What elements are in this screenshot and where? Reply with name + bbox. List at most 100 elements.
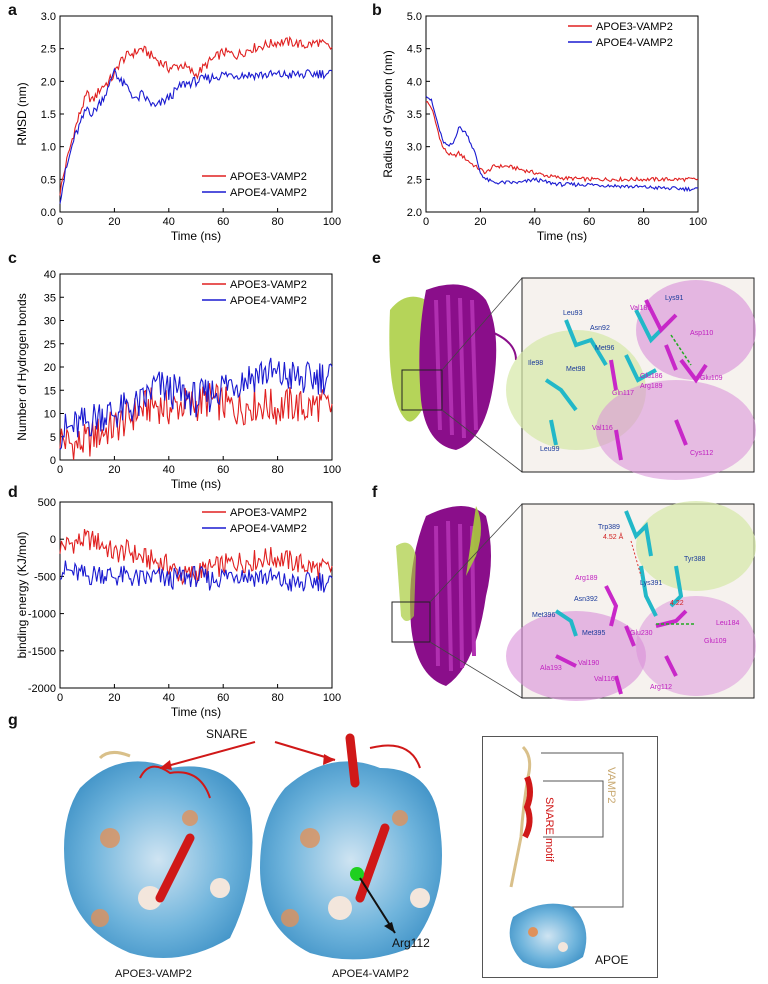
legend-label: APOE4-VAMP2 bbox=[230, 295, 307, 307]
snare-label: SNARE bbox=[206, 727, 248, 741]
x-tick-label: 20 bbox=[108, 692, 120, 704]
y-tick-label: 20 bbox=[44, 362, 56, 374]
residue-label: Arg189 bbox=[640, 383, 663, 390]
x-tick-label: 80 bbox=[271, 692, 283, 704]
y-tick-label: 0.0 bbox=[41, 207, 56, 219]
y-tick-label: 35 bbox=[44, 292, 56, 304]
x-tick-label: 100 bbox=[323, 216, 341, 228]
x-axis-label: Time (ns) bbox=[171, 477, 221, 491]
panel-e-inset bbox=[506, 277, 756, 480]
residue-label: Lys391 bbox=[640, 580, 663, 587]
arg112-marker bbox=[350, 867, 364, 881]
y-tick-label: 2.0 bbox=[41, 76, 56, 88]
distance-label: 4.52 Å bbox=[603, 534, 624, 541]
x-tick-label: 0 bbox=[57, 464, 63, 476]
series-line bbox=[59, 35, 333, 196]
panel-letter-d: d bbox=[8, 484, 18, 501]
y-tick-label: 15 bbox=[44, 385, 56, 397]
series-line bbox=[59, 528, 333, 586]
residue-label: Ile98 bbox=[528, 360, 544, 367]
residue-label: Trp389 bbox=[598, 524, 620, 531]
x-axis-label: Time (ns) bbox=[171, 229, 221, 243]
y-tick-label: -500 bbox=[34, 571, 56, 583]
panel-letter-e: e bbox=[372, 250, 381, 267]
panel-g-surfaces bbox=[64, 733, 442, 960]
y-tick-label: 0 bbox=[50, 455, 56, 467]
apoe-label: APOE bbox=[595, 953, 629, 967]
residue-label: Leu184 bbox=[716, 620, 740, 627]
residue-label: Glu230 bbox=[630, 630, 653, 637]
residue-label: Val116 bbox=[592, 425, 613, 432]
legend-label: APOE4-VAMP2 bbox=[230, 523, 307, 535]
residue-label: Val190 bbox=[578, 660, 600, 667]
residue-label: Met396 bbox=[532, 612, 556, 619]
protein-cartoon-f bbox=[391, 506, 491, 686]
y-tick-label: -1000 bbox=[28, 609, 56, 621]
y-tick-label: 2.5 bbox=[41, 44, 56, 56]
x-tick-label: 40 bbox=[163, 216, 175, 228]
y-tick-label: 25 bbox=[44, 339, 56, 351]
x-tick-label: 80 bbox=[271, 216, 283, 228]
residue-label: Met98 bbox=[566, 366, 586, 373]
legend-label: APOE3-VAMP2 bbox=[230, 171, 307, 183]
panel-f-structure bbox=[391, 501, 756, 701]
panel-letter-b: b bbox=[372, 2, 382, 19]
series-line bbox=[59, 357, 333, 450]
residue-label: Asn92 bbox=[590, 325, 610, 332]
x-axis-label: Time (ns) bbox=[171, 705, 221, 719]
snare-motif-label: SNARE motif bbox=[543, 797, 555, 862]
residue-label: Arg112 bbox=[650, 684, 673, 691]
x-tick-label: 100 bbox=[689, 216, 707, 228]
residue-label: Met395 bbox=[582, 630, 606, 637]
x-tick-label: 60 bbox=[217, 216, 229, 228]
x-axis-label: Time (ns) bbox=[537, 229, 587, 243]
chart-binding-energy: 0 20 40 60 80 100 -2000 -1500 -1000 -500 0 500 Time … bbox=[15, 497, 341, 719]
residue-label: Leu93 bbox=[563, 310, 583, 317]
y-tick-label: 30 bbox=[44, 316, 56, 328]
series-line bbox=[425, 95, 699, 192]
y-tick-label: 0.5 bbox=[41, 174, 56, 186]
panel-letter-g: g bbox=[8, 712, 18, 729]
apoe3-surface bbox=[64, 751, 253, 958]
x-tick-label: 80 bbox=[271, 464, 283, 476]
plot-frame bbox=[59, 501, 333, 689]
x-tick-label: 0 bbox=[423, 216, 429, 228]
y-axis-label: RMSD (nm) bbox=[15, 82, 29, 145]
panel-letter-a: a bbox=[8, 2, 17, 19]
x-tick-label: 100 bbox=[323, 464, 341, 476]
y-tick-label: -2000 bbox=[28, 683, 56, 695]
legend-box-g: SNARE motif VAMP2 APOE bbox=[482, 736, 658, 978]
x-tick-label: 60 bbox=[583, 216, 595, 228]
y-tick-label: 3.5 bbox=[407, 109, 422, 121]
x-tick-label: 0 bbox=[57, 216, 63, 228]
x-tick-label: 0 bbox=[57, 692, 63, 704]
y-axis-label: Radius of Gyration (nm) bbox=[381, 50, 395, 177]
residue-label: Arg189 bbox=[575, 575, 598, 582]
snare-arrows bbox=[159, 741, 396, 934]
y-tick-label: 2.5 bbox=[407, 174, 422, 186]
panel-f-inset bbox=[506, 501, 756, 701]
apoe4-caption: APOE4-VAMP2 bbox=[332, 968, 409, 980]
y-tick-label: 3.0 bbox=[407, 142, 422, 154]
legend-label: APOE3-VAMP2 bbox=[230, 507, 307, 519]
residue-label: Tyr388 bbox=[684, 556, 706, 563]
residue-label: Leu99 bbox=[540, 446, 560, 453]
y-tick-label: 1.5 bbox=[41, 109, 56, 121]
x-tick-label: 40 bbox=[163, 464, 175, 476]
y-tick-label: 5.0 bbox=[407, 11, 422, 23]
legend-label: APOE3-VAMP2 bbox=[596, 21, 673, 33]
residue-label: Cys112 bbox=[690, 450, 714, 457]
vamp2-label: VAMP2 bbox=[605, 767, 617, 804]
residue-label: Gln117 bbox=[612, 390, 635, 397]
y-tick-label: 500 bbox=[38, 497, 56, 509]
x-tick-label: 60 bbox=[217, 464, 229, 476]
y-tick-label: 40 bbox=[44, 269, 56, 281]
series-line bbox=[59, 560, 333, 593]
residue-label: Asp110 bbox=[690, 330, 714, 337]
distance-label: 4.22 bbox=[670, 600, 684, 607]
panel-letter-c: c bbox=[8, 250, 17, 267]
residue-label: Ala193 bbox=[540, 665, 562, 672]
x-tick-label: 100 bbox=[323, 692, 341, 704]
x-tick-label: 20 bbox=[474, 216, 486, 228]
residue-label: Asn392 bbox=[574, 596, 598, 603]
